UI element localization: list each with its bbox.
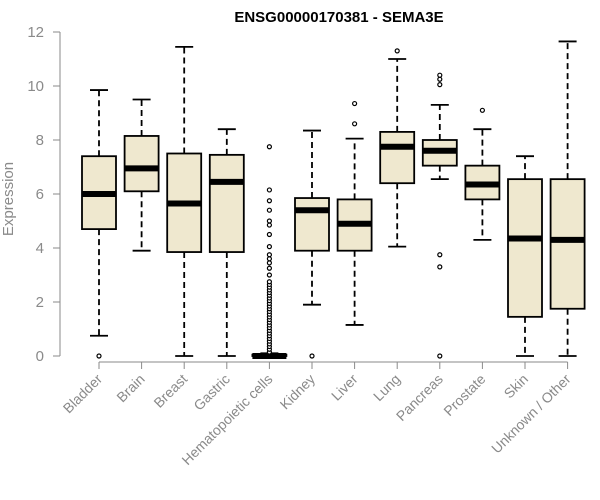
outlier-point (437, 264, 443, 270)
box-group-4 (251, 144, 288, 359)
outlier-point (266, 144, 272, 150)
outlier-point (266, 222, 272, 228)
y-tick-label: 4 (36, 240, 44, 257)
outlier-point (266, 207, 272, 213)
box-iqr (123, 135, 160, 193)
x-tick-label: Kidney (277, 371, 319, 413)
box-group-8 (421, 72, 458, 359)
x-tick-label: Unknown / Other (488, 371, 574, 457)
box-iqr (549, 178, 586, 310)
x-tick-label: Liver (328, 371, 361, 404)
box-iqr (208, 153, 245, 253)
x-tick-label: Breast (150, 371, 190, 411)
box-group-3 (208, 128, 245, 357)
x-tick-label: Lung (370, 371, 403, 404)
outlier-point (266, 187, 272, 193)
outlier-point (479, 107, 485, 113)
outlier-point (266, 265, 272, 271)
y-tick-label: 12 (27, 24, 44, 41)
outlier-point (437, 76, 443, 82)
y-tick-label: 6 (36, 186, 44, 203)
boxes (81, 40, 586, 359)
x-tick-label: Prostate (440, 371, 488, 419)
outlier-point (352, 121, 358, 127)
outlier-point (266, 218, 272, 224)
box-group-2 (166, 45, 203, 357)
y-tick-label: 0 (36, 348, 44, 365)
box-iqr (294, 197, 330, 252)
x-tick-label: Gastric (190, 371, 233, 414)
outlier-point (266, 231, 272, 238)
outlier-point (266, 279, 272, 285)
outlier-point (437, 72, 443, 78)
outlier-point (96, 353, 102, 359)
y-tick-label: 8 (36, 132, 44, 149)
box-group-5 (294, 129, 330, 359)
outlier-point (266, 244, 272, 250)
y-axis-label: Expression (0, 162, 17, 236)
x-tick-label: Pancreas (393, 371, 446, 424)
outlier-point (437, 82, 443, 88)
chart-title: ENSG00000170381 - SEMA3E (234, 9, 443, 26)
x-tick-label: Brain (113, 371, 147, 405)
outlier-point (437, 252, 443, 258)
outlier-point (266, 252, 272, 258)
outlier-point (352, 100, 358, 107)
y-ticks: 0 2 4 6 8 10 12 (27, 24, 60, 365)
x-tick-label: Skin (501, 371, 532, 402)
box-group-11 (549, 40, 586, 357)
outlier-point (437, 353, 443, 359)
outlier-point (394, 48, 400, 54)
box-iqr (379, 130, 416, 185)
box-group-0 (81, 89, 117, 359)
outlier-point (309, 353, 315, 359)
box-group-10 (507, 155, 543, 357)
x-tick-label: Bladder (60, 371, 106, 417)
box-group-1 (123, 98, 160, 252)
outlier-point (266, 272, 272, 278)
y-tick-label: 10 (27, 78, 44, 95)
box-group-9 (464, 107, 501, 241)
outlier-point (266, 260, 272, 266)
y-tick-label: 2 (36, 294, 44, 311)
box-group-6 (336, 100, 373, 326)
box-iqr (507, 178, 543, 318)
box-group-7 (379, 48, 416, 248)
outlier-point (266, 198, 272, 204)
outlier-point (266, 256, 272, 262)
